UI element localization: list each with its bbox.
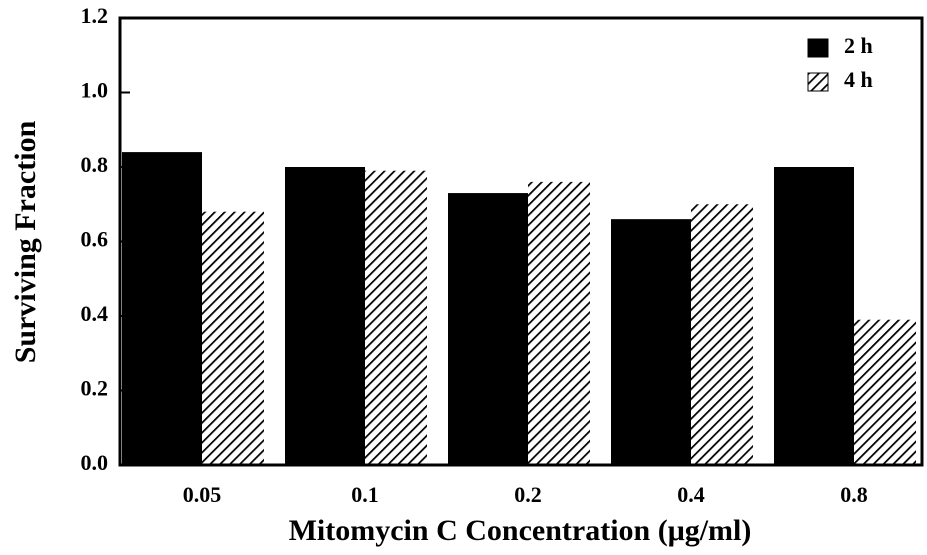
bar: [202, 211, 264, 465]
y-tick-label: 1.0: [81, 78, 109, 103]
bar: [774, 167, 854, 465]
x-tick-label: 0.4: [677, 482, 705, 507]
bar: [691, 204, 753, 465]
x-axis-label: Mitomycin C Concentration (μg/ml): [289, 514, 752, 547]
bar: [122, 152, 202, 465]
legend-label: 2 h: [844, 33, 873, 58]
y-tick-label: 0.6: [81, 227, 109, 252]
legend-swatch: [807, 72, 829, 92]
y-tick-label: 1.2: [81, 3, 109, 28]
legend-swatch: [807, 38, 829, 58]
plot-frame: [118, 16, 924, 467]
x-tick-label: 0.8: [840, 482, 868, 507]
bar: [448, 193, 528, 465]
bar: [854, 319, 916, 465]
x-tick-label: 0.1: [351, 482, 379, 507]
bar: [528, 181, 590, 465]
bar: [365, 170, 427, 465]
x-tick-label: 0.2: [514, 482, 542, 507]
bar: [611, 219, 691, 465]
x-tick-label: 0.05: [183, 482, 222, 507]
bar: [285, 167, 365, 465]
legend-label: 4 h: [844, 67, 873, 92]
y-tick-label: 0.0: [81, 450, 109, 475]
y-tick-label: 0.8: [81, 152, 109, 177]
y-tick-label: 0.4: [81, 301, 109, 326]
y-axis-label: Surviving Fraction: [9, 120, 42, 363]
y-tick-label: 0.2: [81, 376, 109, 401]
